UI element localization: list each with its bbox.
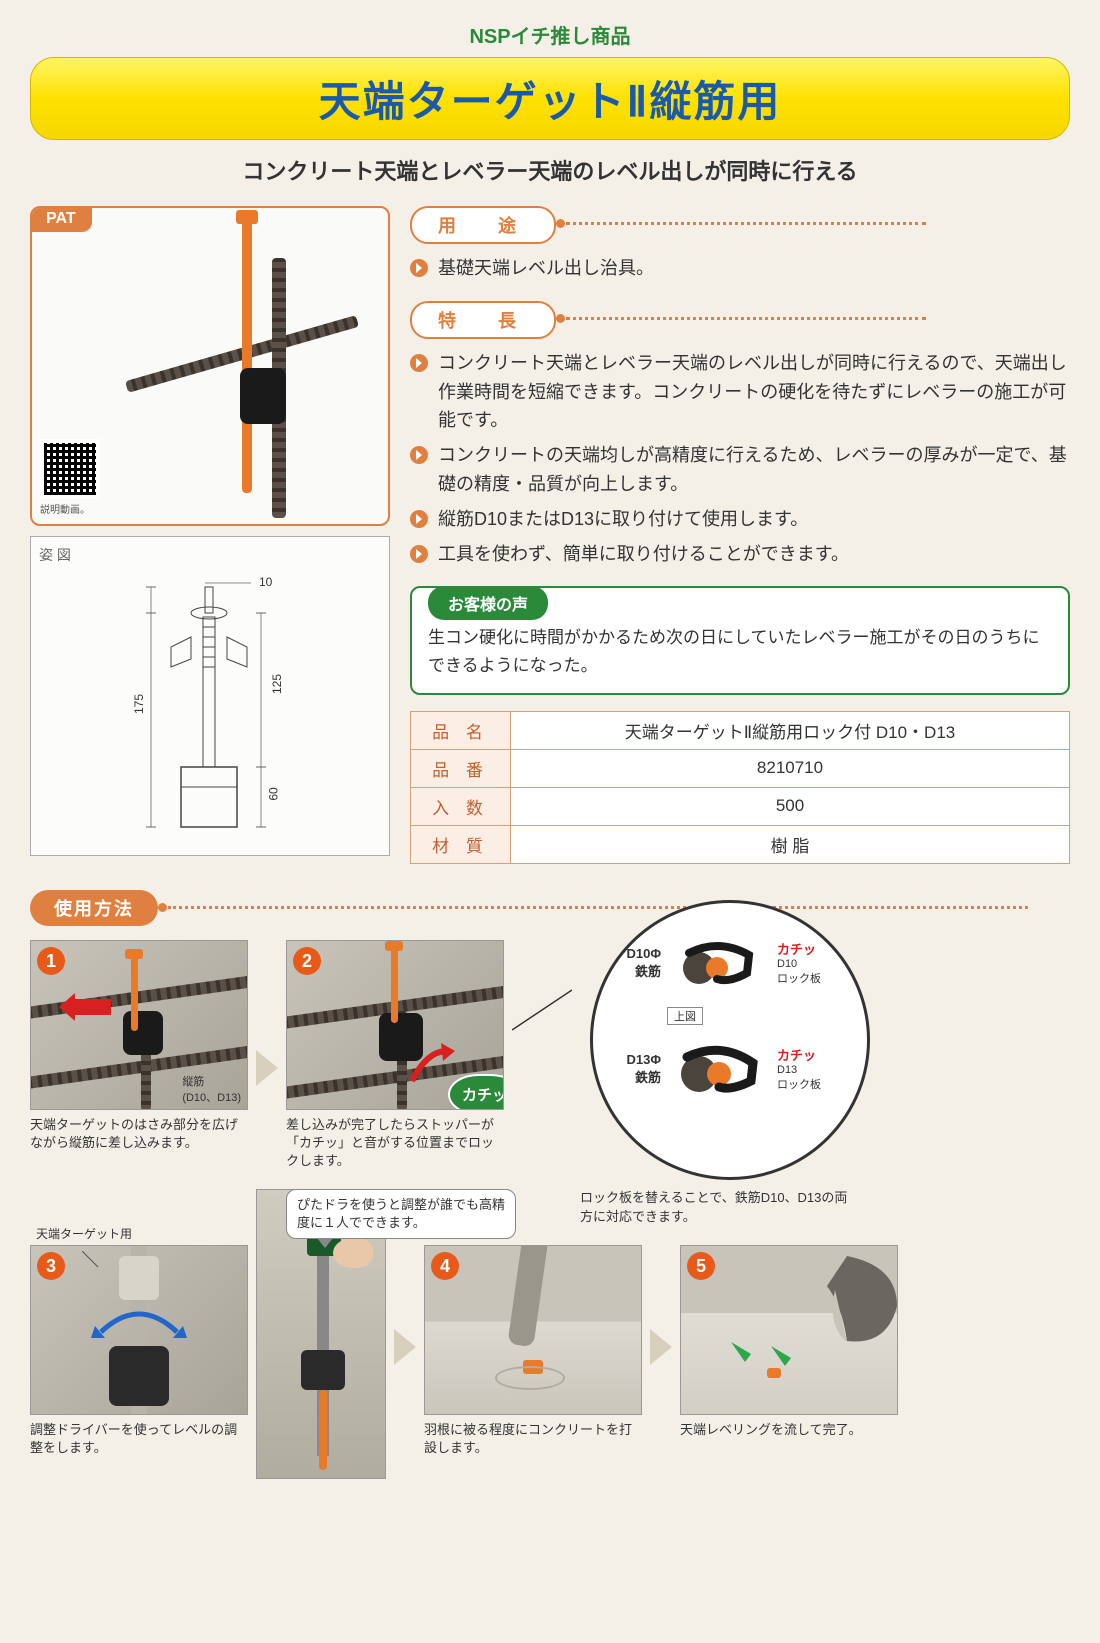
d10-lock-label: D10 ロック板 <box>777 958 821 986</box>
feature-item: 工具を使わず、簡単に取り付けることができます。 <box>410 540 1070 569</box>
howto-pill: 使用方法 <box>30 890 158 926</box>
kachi-text: カチッ <box>777 939 821 958</box>
feature-item: 縦筋D10またはD13に取り付けて使用します。 <box>410 505 1070 534</box>
driver-bubble: ぴたドラを使うと調整が誰でも高精度に１人でできます。 <box>286 1189 516 1239</box>
step-1-image: 1 縦筋 (D10、D13) <box>30 940 248 1110</box>
dim-60: 60 <box>267 787 281 800</box>
ue-label: 上図 <box>667 1007 703 1025</box>
technical-drawing: 10 175 125 60 <box>111 577 311 837</box>
qr-code-box: 説明動画。 <box>40 439 110 516</box>
arrow-icon <box>256 1050 278 1086</box>
feature-item: コンクリートの天端均しが高精度に行えるため、レベラーの厚みが一定で、基礎の精度・… <box>410 441 1070 499</box>
step-2-image: 2 カチッ <box>286 940 504 1110</box>
kachi-text: カチッ <box>777 1045 821 1064</box>
step-3: 天端ターゲット用 ドライバー 3 調整ドライバーを使ってレベルの調整をします。 <box>30 1245 248 1457</box>
dotted-line-icon <box>566 222 926 225</box>
feature-pill: 特 長 <box>410 301 556 339</box>
step-number: 5 <box>687 1252 715 1280</box>
product-title: 天端ターゲットⅡ縦筋用 <box>31 68 1069 129</box>
step-4-image: 4 <box>424 1245 642 1415</box>
pat-badge: PAT <box>30 206 92 232</box>
table-row: 品 番 8210710 <box>411 749 1070 787</box>
kachi-badge: カチッ <box>448 1074 504 1110</box>
subtitle: コンクリート天端とレベラー天端のレベル出しが同時に行える <box>30 154 1070 186</box>
spec-td: 500 <box>511 787 1070 825</box>
bubble-text: ぴたドラを使うと調整が誰でも高精度に１人でできます。 <box>297 1197 505 1230</box>
step-5: 5 天端レベリングを流して完了。 <box>680 1245 898 1439</box>
usage-item: 基礎天端レベル出し治具。 <box>410 254 1070 283</box>
spec-td: 8210710 <box>511 749 1070 787</box>
qr-code <box>40 439 100 499</box>
driver-photo-column: ぴたドラを使うと調整が誰でも高精度に１人でできます。 <box>256 1245 386 1479</box>
spec-th: 材 質 <box>411 825 511 863</box>
voice-text: 生コン硬化に時間がかかるため次の日にしていたレベラー施工がその日のうちにできるよ… <box>428 624 1052 678</box>
customer-voice-box: お客様の声 生コン硬化に時間がかかるため次の日にしていたレベラー施工がその日のう… <box>410 586 1070 694</box>
step-number: 3 <box>37 1252 65 1280</box>
zoom-detail-circle: D10Φ 鉄筋 カチッ D10 ロック板 上図 D13Φ 鉄筋 <box>590 900 870 1180</box>
step-5-caption: 天端レベリングを流して完了。 <box>680 1421 898 1439</box>
feature-section-header: 特 長 <box>410 301 1070 339</box>
zoom-caption: ロック板を替えることで、鉄筋D10、D13の両方に対応できます。 <box>580 1188 860 1227</box>
rebar-label: 縦筋 (D10、D13) <box>182 1073 241 1105</box>
d13-lock-label: D13 ロック板 <box>777 1064 821 1092</box>
dim-10: 10 <box>259 575 272 589</box>
step-1: 1 縦筋 (D10、D13) 天端ターゲットのはさみ部分を広げながら縦筋に差し込… <box>30 940 248 1152</box>
step-4: 4 羽根に被る程度にコンクリートを打設します。 <box>424 1245 642 1457</box>
dotted-line-icon <box>566 317 926 320</box>
arrow-icon <box>394 1329 416 1365</box>
recommendation-tag: NSPイチ推し商品 <box>30 20 1070 49</box>
step-number: 4 <box>431 1252 459 1280</box>
spec-th: 品 名 <box>411 711 511 749</box>
step-number: 2 <box>293 947 321 975</box>
usage-list: 基礎天端レベル出し治具。 <box>410 254 1070 283</box>
step-4-caption: 羽根に被る程度にコンクリートを打設します。 <box>424 1421 642 1457</box>
step-5-image: 5 <box>680 1245 898 1415</box>
dotted-line-icon <box>168 906 1028 909</box>
feature-list: コンクリート天端とレベラー天端のレベル出しが同時に行えるので、天端出し作業時間を… <box>410 349 1070 569</box>
diagram-label: 姿 図 <box>39 545 381 565</box>
step-2: 2 カチッ 差し込みが完了したらストッパーが「カチッ」と音がする位置までロックし… <box>286 940 504 1171</box>
usage-section-header: 用 途 <box>410 206 1070 244</box>
spec-th: 入 数 <box>411 787 511 825</box>
table-row: 品 名 天端ターゲットⅡ縦筋用ロック付 D10・D13 <box>411 711 1070 749</box>
step-2-caption: 差し込みが完了したらストッパーが「カチッ」と音がする位置までロックします。 <box>286 1116 504 1171</box>
spec-td: 樹 脂 <box>511 825 1070 863</box>
step-3-caption: 調整ドライバーを使ってレベルの調整をします。 <box>30 1421 248 1457</box>
spec-table: 品 名 天端ターゲットⅡ縦筋用ロック付 D10・D13 品 番 8210710 … <box>410 711 1070 864</box>
usage-pill: 用 途 <box>410 206 556 244</box>
product-photo-box: PAT 説明動画。 <box>30 206 390 526</box>
product-illustration <box>162 218 362 518</box>
title-banner: 天端ターゲットⅡ縦筋用 <box>30 57 1070 140</box>
qr-label: 説明動画。 <box>40 501 110 516</box>
step-3-image: 3 <box>30 1245 248 1415</box>
voice-badge: お客様の声 <box>428 586 548 620</box>
d10-rebar-label: D10Φ 鉄筋 <box>613 946 661 980</box>
arrow-icon <box>650 1329 672 1365</box>
table-row: 材 質 樹 脂 <box>411 825 1070 863</box>
step-1-caption: 天端ターゲットのはさみ部分を広げながら縦筋に差し込みます。 <box>30 1116 248 1152</box>
dim-125: 125 <box>270 674 284 694</box>
d13-rebar-label: D13Φ 鉄筋 <box>613 1052 661 1086</box>
table-row: 入 数 500 <box>411 787 1070 825</box>
feature-item: コンクリート天端とレベラー天端のレベル出しが同時に行えるので、天端出し作業時間を… <box>410 349 1070 435</box>
step-number: 1 <box>37 947 65 975</box>
dimension-diagram-box: 姿 図 <box>30 536 390 856</box>
dim-175: 175 <box>132 694 146 714</box>
spec-td: 天端ターゲットⅡ縦筋用ロック付 D10・D13 <box>511 711 1070 749</box>
howto-header: 使用方法 <box>30 890 1070 926</box>
spec-th: 品 番 <box>411 749 511 787</box>
